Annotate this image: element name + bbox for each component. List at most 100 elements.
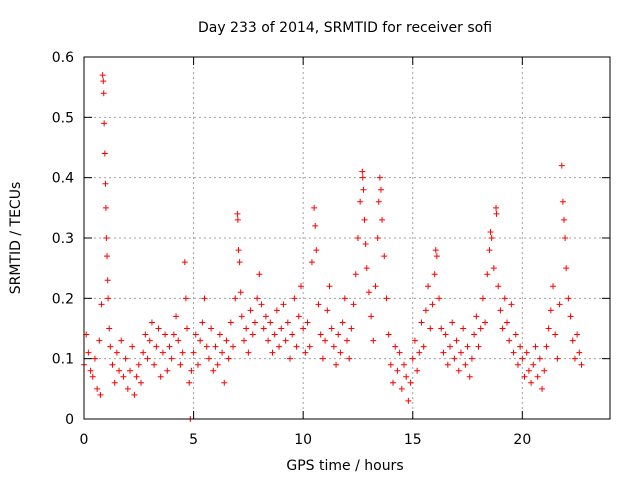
data-point [100,78,107,85]
data-point [392,343,399,350]
data-point [87,367,94,374]
data-point [85,349,92,356]
data-point [528,379,535,386]
data-point [273,307,280,314]
data-point [525,367,532,374]
data-point [429,301,436,308]
data-point [368,313,375,320]
data-point [536,355,543,362]
data-point [284,319,291,326]
data-point [153,343,160,350]
data-point [569,337,576,344]
data-point [464,343,471,350]
data-point [376,174,383,181]
data-point [137,379,144,386]
data-point [539,385,546,392]
data-point [245,349,252,356]
data-point [565,295,572,302]
data-point [432,247,439,254]
data-point [254,295,261,302]
data-point [258,301,265,308]
data-point [440,349,447,356]
data-point [562,235,569,241]
data-point [350,301,357,308]
data-point [377,186,384,193]
data-point [497,307,504,314]
data-point [554,355,561,362]
data-point [232,295,239,302]
data-point [210,367,217,374]
data-point [182,295,189,302]
data-point [170,331,177,338]
data-point [300,325,307,332]
data-point [431,271,438,278]
data-point [517,343,524,350]
data-point [387,361,394,368]
data-point [438,325,445,332]
data-point [361,216,368,223]
data-point [359,168,366,175]
data-point [372,283,379,290]
data-point [322,337,329,344]
data-point [508,301,515,308]
data-point [558,162,565,169]
data-point [375,198,382,205]
data-point [104,277,111,284]
data-point [151,361,158,368]
data-point [135,361,142,368]
data-point [471,331,478,338]
data-point [199,319,206,326]
data-point [230,343,237,350]
data-point [521,373,528,380]
data-point [306,343,313,350]
data-point [289,331,296,338]
data-point [354,235,361,241]
data-point [486,247,493,254]
data-point [162,331,169,338]
data-point [262,313,269,320]
data-point [148,319,155,326]
data-point [155,325,162,332]
data-point [105,295,112,302]
data-point [146,337,153,344]
data-point [576,349,583,356]
data-point [346,355,353,362]
data-point [390,379,397,386]
data-point [333,361,340,368]
data-point [503,319,510,326]
data-point [370,337,377,344]
y-tick-label: 0.6 [52,50,74,66]
data-point [243,325,250,332]
data-point [107,343,114,350]
data-point [359,174,366,181]
data-point [574,331,581,338]
data-point [166,343,173,350]
data-point [100,90,107,97]
data-point [212,343,219,350]
data-point [203,343,210,350]
data-point [201,295,208,302]
data-point [91,355,98,362]
data-point [276,343,283,350]
data-point [164,367,171,374]
data-point [341,295,348,302]
data-point [194,361,201,368]
data-point [223,337,230,344]
data-point [403,373,410,380]
data-point [221,379,228,386]
data-point [365,289,372,296]
data-point [109,361,116,368]
data-point [394,367,401,374]
data-point [427,325,434,332]
data-point [208,325,215,332]
data-point [344,337,350,344]
data-point [560,216,567,223]
y-tick-label: 0 [65,412,74,428]
data-point [99,72,106,79]
data-point [379,216,386,223]
axis-ticks: 0 0.1 0.2 0.3 0.4 0.5 0.6 0 5 10 15 20 [52,50,610,448]
data-point [501,295,508,302]
data-point [541,367,548,374]
data-point [94,385,101,392]
data-point [532,343,539,350]
